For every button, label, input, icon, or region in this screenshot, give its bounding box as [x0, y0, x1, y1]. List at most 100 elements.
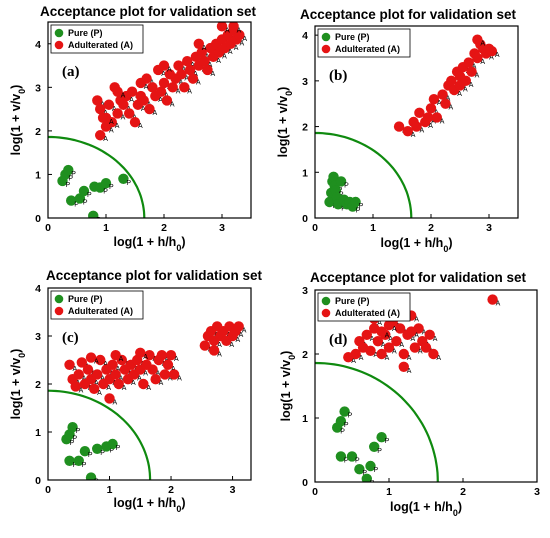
x-axis-label: log(1 + h/h0)	[113, 235, 185, 253]
point-label: A	[370, 336, 375, 343]
adulterated-point	[199, 56, 210, 67]
plot-area: PPPPPPPPPPAAAAAAAAAAAAAAAAAAAAAAAAAAAAAA…	[48, 321, 247, 486]
adulterated-point	[398, 361, 409, 372]
adulterated-point	[179, 82, 190, 93]
legend-marker	[321, 44, 331, 54]
adulterated-point	[144, 103, 155, 115]
chart-title: Acceptance plot for validation set	[40, 4, 257, 19]
adulterated-point	[234, 29, 245, 41]
pure-point	[335, 451, 347, 462]
adulterated-point	[95, 130, 106, 141]
point-label: A	[119, 356, 124, 363]
adulterated-point	[162, 359, 174, 370]
point-label: A	[103, 136, 108, 143]
pure-point	[350, 196, 361, 208]
point-label: P	[109, 184, 114, 191]
point-label: A	[222, 53, 227, 60]
point-label: A	[411, 336, 416, 343]
y-tick-label: 3	[35, 331, 41, 343]
point-label: A	[106, 385, 111, 392]
adulterated-point	[76, 357, 88, 368]
point-label: P	[76, 428, 81, 435]
point-label: A	[161, 71, 166, 78]
point-label: P	[94, 479, 99, 486]
legend-box	[317, 28, 411, 58]
point-label: A	[480, 59, 485, 66]
adulterated-point	[440, 98, 451, 109]
adulterated-point	[88, 383, 100, 394]
adulterated-point	[92, 95, 103, 106]
point-label: A	[109, 119, 114, 126]
point-label: A	[388, 336, 393, 343]
point-label: A	[156, 371, 161, 378]
adulterated-point	[383, 342, 395, 353]
adulterated-point	[428, 348, 439, 360]
point-label: A	[119, 375, 124, 382]
pure-point	[339, 406, 350, 417]
legend: Pure (P) Adulterated (A)	[317, 292, 411, 322]
point-label: A	[457, 91, 462, 98]
point-label: A	[174, 356, 179, 363]
legend-label: Pure (P)	[335, 296, 370, 306]
legend-marker	[321, 296, 331, 306]
acceptance-threshold-curve	[315, 361, 439, 482]
x-axis-label: log(1 + h/h0)	[113, 496, 185, 514]
adulterated-point	[161, 95, 173, 106]
pure-point	[324, 196, 335, 208]
point-label: P	[359, 203, 364, 210]
pure-point	[118, 173, 129, 184]
adulterated-point	[422, 112, 434, 123]
adulterated-point	[383, 320, 395, 331]
pure-point	[63, 164, 74, 176]
adulterated-point	[463, 57, 474, 68]
y-tick-label: 2	[35, 379, 41, 391]
adulterated-point	[233, 321, 244, 332]
point-label: P	[340, 429, 345, 436]
point-label: P	[356, 208, 361, 215]
legend-marker	[54, 28, 64, 38]
point-label: A	[437, 100, 442, 107]
y-axis-label: log(1 + v/v0)	[279, 351, 297, 422]
point-label: A	[137, 375, 142, 382]
adulterated-point	[168, 369, 180, 380]
point-label: P	[87, 192, 92, 199]
y-tick-label: 1	[302, 413, 308, 425]
point-label: A	[377, 320, 382, 327]
panel-label: (b)	[329, 68, 347, 84]
point-label: A	[228, 49, 233, 56]
adulterated-point	[446, 75, 457, 87]
point-label: A	[242, 36, 247, 43]
legend-label: Adulterated (A)	[68, 40, 133, 50]
adulterated-point	[144, 350, 155, 361]
point-label: A	[480, 41, 485, 48]
acceptance-threshold-curve	[48, 389, 152, 480]
x-tick-label: 0	[312, 486, 318, 498]
point-label: A	[351, 358, 356, 365]
legend-marker	[54, 306, 64, 316]
adulterated-point	[112, 108, 123, 119]
adulterated-point	[182, 56, 193, 67]
point-label: A	[146, 385, 151, 392]
y-tick-label: 2	[35, 126, 41, 138]
point-label: A	[240, 40, 245, 47]
legend-marker	[321, 32, 331, 42]
panel-label: (a)	[62, 64, 80, 80]
adulterated-point	[228, 22, 239, 32]
point-label: A	[428, 123, 433, 130]
point-label: A	[422, 329, 427, 336]
pure-point	[107, 438, 118, 450]
pure-point	[376, 432, 387, 443]
point-label: P	[385, 438, 390, 445]
y-tick-label: 3	[35, 82, 41, 94]
adulterated-point	[184, 64, 196, 76]
point-label: A	[407, 368, 412, 375]
point-label: A	[159, 380, 164, 387]
point-label: A	[79, 387, 84, 394]
pure-point	[328, 171, 339, 183]
point-label: A	[229, 342, 234, 349]
point-label: A	[392, 349, 397, 356]
pure-point	[354, 464, 365, 475]
legend: Pure (P) Adulterated (A)	[50, 290, 144, 320]
legend-label: Pure (P)	[68, 28, 103, 38]
adulterated-point	[156, 350, 168, 361]
